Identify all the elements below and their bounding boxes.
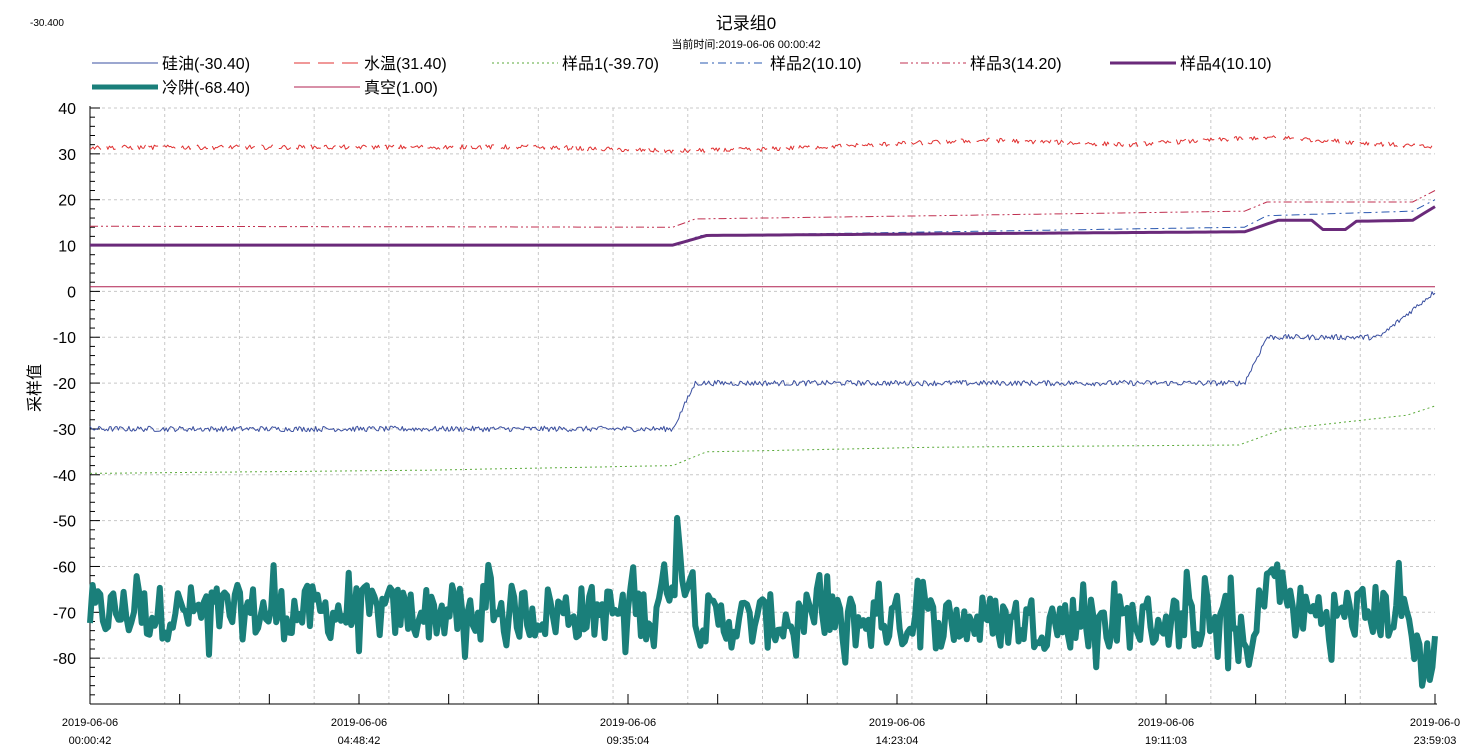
x-tick-date: 2019-06-06 (1138, 717, 1194, 729)
x-tick-time: 09:35:04 (607, 735, 650, 747)
legend-item-样品1-39.70: 样品1(-39.70) (492, 55, 659, 73)
legend-item-硅油-30.40: 硅油(-30.40) (92, 55, 250, 73)
x-tick-label: 2019-06-06 19:11:03 (1138, 717, 1194, 747)
y-tick-label: 20 (58, 193, 76, 210)
x-tick-label: 2019-06-06 14:23:04 (869, 717, 925, 747)
series-lines (87, 135, 1438, 689)
y-tick-label: -70 (53, 605, 76, 622)
legend-label: 样品2(10.10) (770, 55, 862, 73)
y-tick-label: -10 (53, 330, 76, 347)
y-tick-label: -50 (53, 514, 76, 531)
y-tick-label: -60 (53, 559, 76, 576)
x-tick-labels: 2019-06-0600:00:422019-06-0604:48:422019… (62, 717, 1460, 747)
legend-item-水温31.40: 水温(31.40) (294, 55, 447, 73)
y-tick-label: 0 (67, 284, 76, 301)
corner-value: -30.400 (30, 18, 64, 29)
x-tick-label: 2019-06-06 00:00:42 (62, 717, 118, 747)
legend-label: 真空(1.00) (364, 79, 438, 97)
legend-item-冷阱-68.40: 冷阱(-68.40) (92, 79, 250, 97)
x-tick-date: 2019-06-06 (62, 717, 118, 729)
series-line-样品1-39.70 (89, 405, 1436, 474)
series-line-样品210.10 (90, 199, 1436, 246)
y-tick-label: -30 (53, 422, 76, 439)
series-line-样品314.20 (90, 190, 1436, 228)
legend-label: 样品3(14.20) (970, 55, 1062, 73)
legend-label: 冷阱(-68.40) (162, 79, 250, 97)
series-line-样品410.10 (90, 205, 1436, 247)
x-tick-date: 2019-06-06 (600, 717, 656, 729)
series-line-水温31.40 (89, 135, 1436, 154)
y-tick-label: -80 (53, 651, 76, 668)
x-tick-time: 04:48:42 (338, 735, 381, 747)
legend-item-真空1.00: 真空(1.00) (294, 79, 438, 97)
y-tick-label: -40 (53, 468, 76, 485)
y-tick-label: -20 (53, 376, 76, 393)
y-tick-label: 40 (58, 101, 76, 118)
legend-item-样品314.20: 样品3(14.20) (900, 55, 1062, 73)
y-tick-labels: 40 30 20 10 0 -10 -20 -30 -40 -50 -60 -70 -80 (53, 101, 76, 668)
x-tick-time: 14:23:04 (876, 735, 919, 747)
legend-label: 硅油(-30.40) (162, 55, 250, 73)
x-tick-label: 2019-06-06 04:48:42 (331, 717, 387, 747)
chart-title: 记录组0 (716, 14, 776, 33)
x-tick-date: 2019-06-06 (869, 717, 925, 729)
x-tick-time: 23:59:03 (1414, 735, 1457, 747)
legend-item-样品210.10: 样品2(10.10) (700, 55, 862, 73)
series-line-硅油-30.40 (89, 291, 1436, 433)
x-tick-date: 2019-06-06 (331, 717, 387, 729)
y-axis-label: 采样值 (26, 364, 44, 412)
legend-label: 样品1(-39.70) (562, 55, 659, 73)
y-tick-label: 10 (58, 239, 76, 256)
x-tick-label: 2019-06-0 23:59:03 (1410, 717, 1460, 747)
x-tick-date: 2019-06-0 (1410, 717, 1460, 729)
y-tick-label: 30 (58, 147, 76, 164)
legend-label: 水温(31.40) (364, 55, 447, 73)
legend: 硅油(-30.40) 水温(31.40) 样品1(-39.70) 样品2(10.10)… (92, 55, 1272, 97)
legend-item-样品410.10: 样品4(10.10) (1110, 55, 1272, 73)
chart-subtitle: 当前时间:2019-06-06 00:00:42 (671, 37, 820, 51)
series-line-冷阱-68.40 (87, 514, 1438, 689)
x-tick-label: 2019-06-06 09:35:04 (600, 717, 656, 747)
x-tick-time: 00:00:42 (69, 735, 112, 747)
legend-label: 样品4(10.10) (1180, 55, 1272, 73)
x-tick-time: 19:11:03 (1145, 735, 1187, 747)
grid (90, 107, 1435, 704)
